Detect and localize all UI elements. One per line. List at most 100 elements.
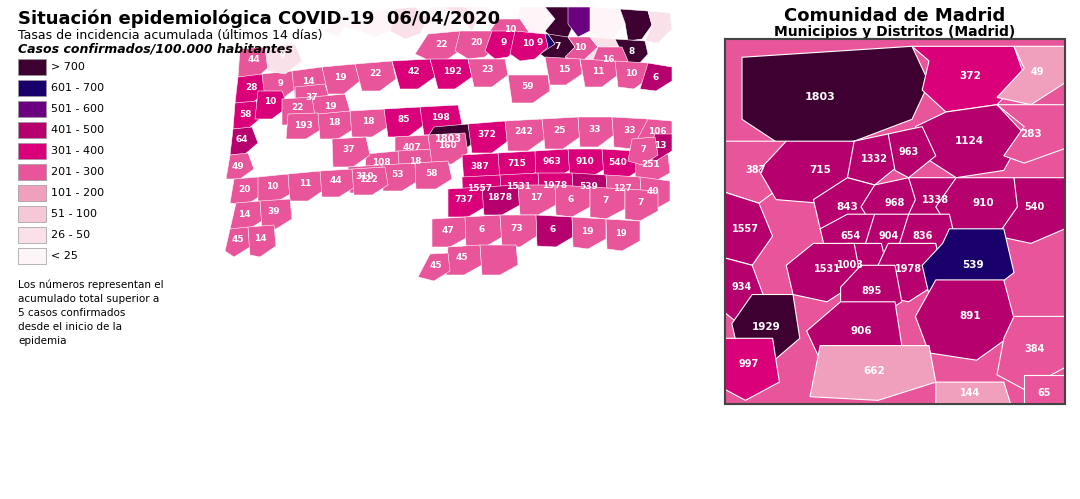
Text: 37: 37 [342,145,355,154]
Text: 1338: 1338 [922,195,949,205]
Text: 301 - 400: 301 - 400 [51,146,104,156]
Polygon shape [508,75,550,103]
Polygon shape [912,46,1024,112]
Text: 6: 6 [568,195,575,204]
Polygon shape [230,201,262,231]
Text: 737: 737 [455,195,473,204]
Polygon shape [288,171,324,201]
Text: 10: 10 [266,182,279,191]
Polygon shape [585,37,620,64]
Polygon shape [420,105,462,135]
Text: 1878: 1878 [487,193,513,202]
Text: 73: 73 [511,224,524,233]
Text: 384: 384 [1024,344,1044,354]
Polygon shape [462,175,504,207]
Polygon shape [606,175,642,207]
Text: 25: 25 [554,126,566,135]
Polygon shape [813,178,881,236]
Text: 44: 44 [329,176,342,185]
Polygon shape [468,121,508,153]
Text: 65: 65 [1038,388,1051,398]
Text: 9: 9 [278,78,283,87]
Polygon shape [606,219,640,251]
Text: 906: 906 [850,326,872,336]
Polygon shape [395,135,432,165]
Text: Casos confirmados/100.000 habitantes: Casos confirmados/100.000 habitantes [18,42,293,55]
Polygon shape [515,7,555,39]
Polygon shape [997,105,1065,163]
Polygon shape [540,34,575,61]
Text: 910: 910 [576,157,594,166]
Text: 14: 14 [254,234,267,243]
Text: 22: 22 [368,68,381,77]
Text: 59: 59 [522,81,535,90]
Polygon shape [262,71,298,99]
Polygon shape [455,31,498,59]
Polygon shape [620,9,652,41]
Polygon shape [612,117,650,149]
Text: 1557: 1557 [468,184,492,193]
Text: 17: 17 [529,193,542,202]
Polygon shape [725,39,1065,404]
Polygon shape [465,7,498,31]
Polygon shape [332,137,370,167]
Text: 193: 193 [294,120,312,130]
Text: 1332: 1332 [861,155,888,165]
Text: 58: 58 [426,169,438,178]
Text: 1803: 1803 [434,134,461,144]
Polygon shape [518,185,556,215]
Text: 101 - 200: 101 - 200 [51,188,104,198]
Polygon shape [612,39,648,67]
Text: Municipios y Distritos (Madrid): Municipios y Distritos (Madrid) [774,25,1015,39]
Text: 1557: 1557 [732,224,759,234]
Text: 45: 45 [232,235,244,244]
Text: 39: 39 [268,207,281,216]
Text: 28: 28 [245,82,257,91]
Polygon shape [348,165,386,193]
Text: 7: 7 [640,145,646,154]
Text: 19: 19 [324,101,336,110]
Polygon shape [895,214,956,265]
Bar [725,39,1065,404]
Polygon shape [399,149,436,177]
Polygon shape [430,59,472,89]
Polygon shape [535,149,572,179]
Text: 910: 910 [973,198,995,208]
Polygon shape [725,141,793,203]
Text: 40: 40 [647,187,659,196]
Polygon shape [480,245,518,275]
Polygon shape [645,134,672,161]
Polygon shape [916,280,1017,360]
Text: 1803: 1803 [805,92,836,102]
Polygon shape [916,105,1024,178]
Text: 19: 19 [334,72,347,81]
Text: Situación epidemiológica COVID-19  06/04/2020: Situación epidemiológica COVID-19 06/04/… [18,9,500,27]
Text: 407: 407 [403,143,421,152]
Text: < 25: < 25 [51,251,78,261]
Text: 283: 283 [1021,129,1042,139]
Polygon shape [230,127,258,155]
Polygon shape [432,217,468,247]
Text: 106: 106 [648,127,666,136]
Polygon shape [226,153,254,179]
Polygon shape [590,7,625,41]
Bar [18,143,46,159]
Text: 85: 85 [397,114,410,123]
Polygon shape [418,253,450,281]
Polygon shape [355,61,396,91]
Text: Los números representan el
acumulado total superior a
5 casos confirmados
desde : Los números representan el acumulado tot… [18,279,164,345]
Text: 539: 539 [962,260,984,270]
Text: 44: 44 [247,54,260,63]
Text: 58: 58 [240,109,253,118]
Polygon shape [445,7,478,31]
Polygon shape [615,61,650,89]
Text: 9: 9 [279,50,285,59]
Text: 22: 22 [435,39,448,48]
Polygon shape [732,294,800,367]
Polygon shape [840,265,902,324]
Text: 715: 715 [508,159,526,168]
Polygon shape [448,187,485,217]
Polygon shape [536,215,573,247]
Polygon shape [340,11,375,31]
Bar [18,122,46,138]
